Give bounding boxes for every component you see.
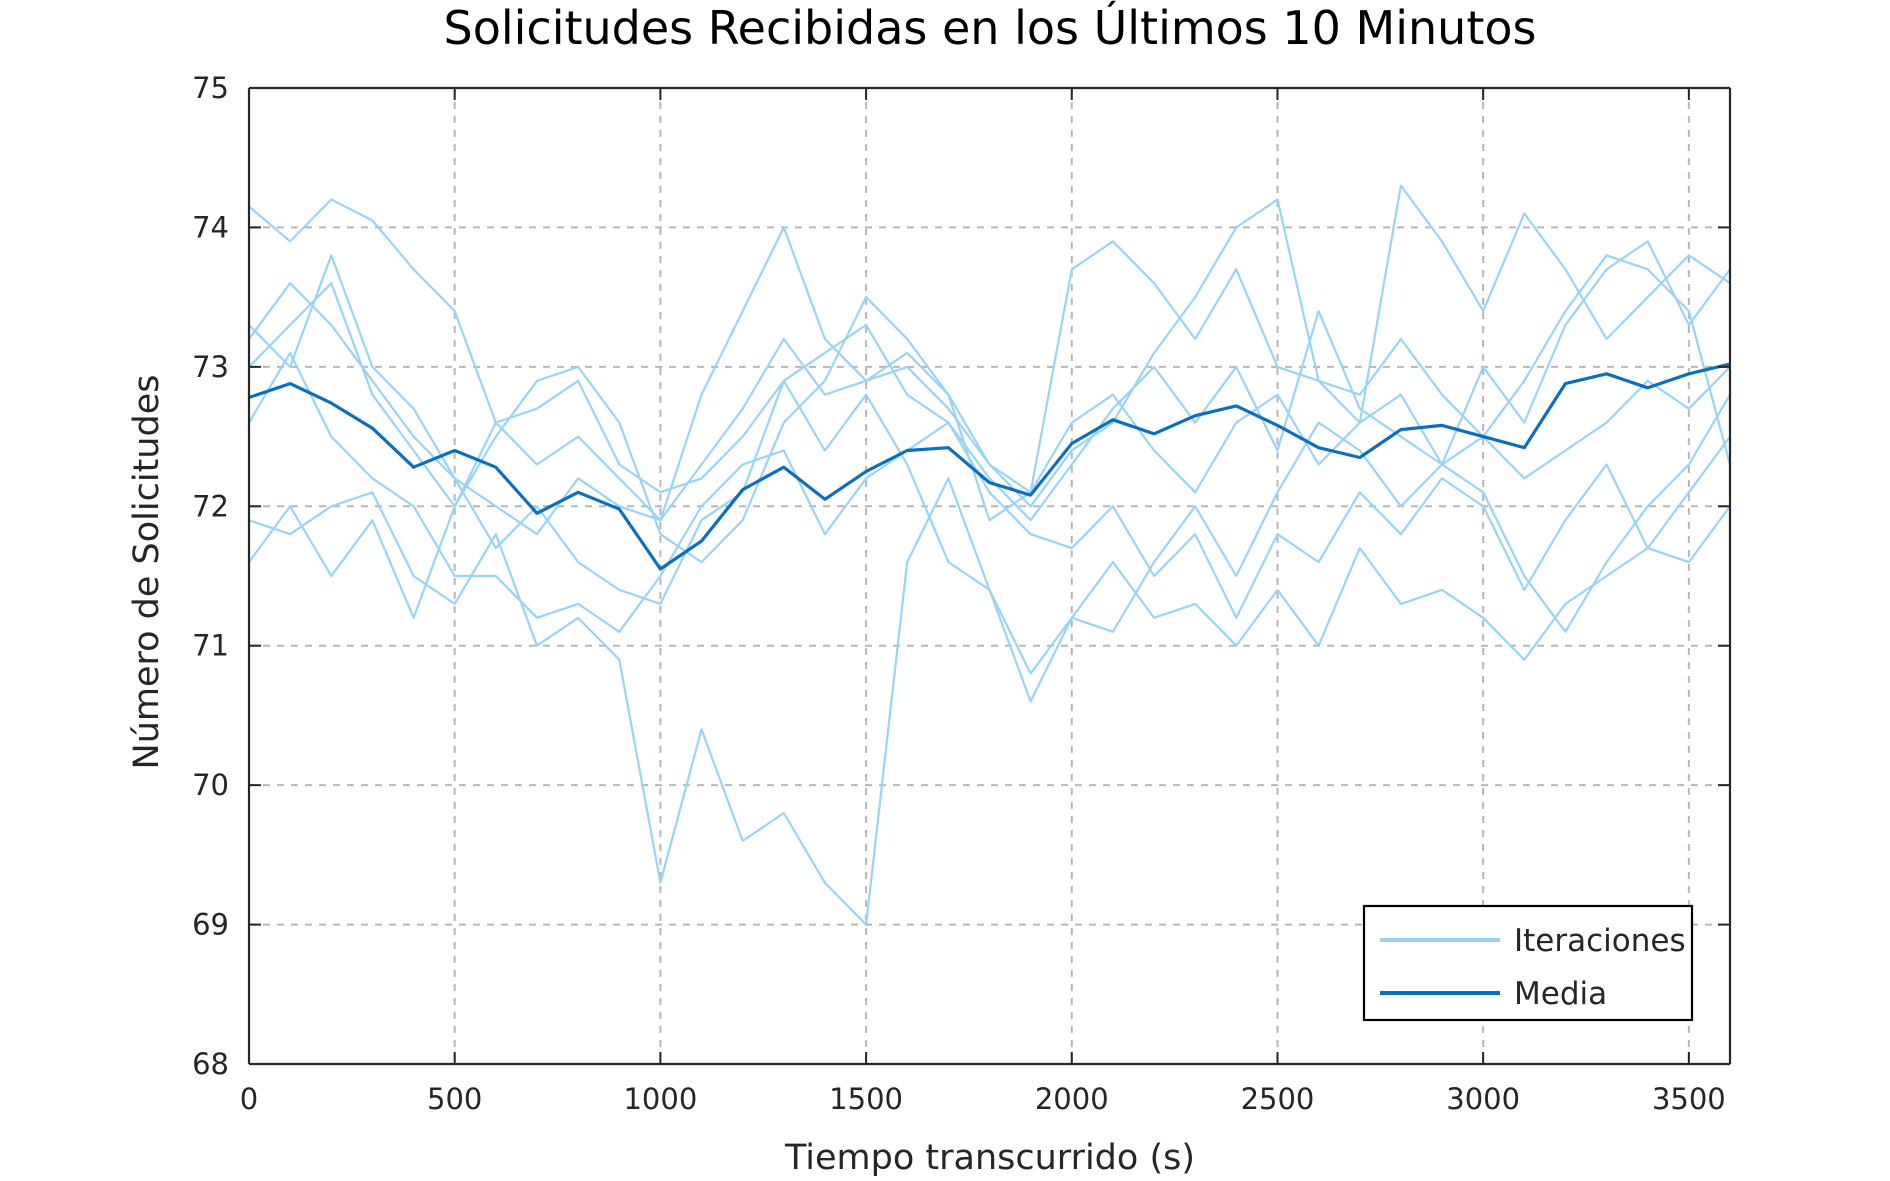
y-tick-label: 71 (192, 629, 229, 663)
legend-box (1362, 904, 1694, 1022)
legend: Iteraciones Media (1362, 904, 1694, 1022)
y-tick-label: 72 (192, 489, 229, 523)
legend-label-media: Media (1514, 976, 1607, 1012)
x-axis-label: Tiempo transcurrido (s) (784, 1138, 1195, 1178)
axes (247, 86, 1732, 1066)
series-iteration-line-3 (248, 240, 1731, 606)
x-tick-label: 1500 (829, 1082, 903, 1116)
series-iteration-line-5 (248, 477, 1731, 926)
series-layer (248, 184, 1732, 926)
x-tick-label: 1000 (623, 1082, 697, 1116)
y-tick-label: 75 (192, 71, 229, 105)
x-tick-label: 3000 (1446, 1082, 1520, 1116)
x-tick-label: 2000 (1035, 1082, 1109, 1116)
x-tick-label: 3500 (1652, 1082, 1726, 1116)
x-tick-label: 0 (240, 1082, 258, 1116)
y-axis-label: Número de Solicitudes (127, 375, 167, 770)
x-tick-label: 2500 (1241, 1082, 1315, 1116)
y-tick-label: 68 (192, 1047, 229, 1081)
series-iteration-line-4 (248, 351, 1731, 633)
y-tick-label: 70 (192, 768, 229, 802)
series-media-line (248, 362, 1731, 571)
ticks: 0 500 1000 1500 2000 2500 3000 3500 68 69 70 71 72 73… (192, 71, 1730, 1116)
y-tick-label: 73 (192, 350, 229, 384)
legend-label-iteraciones: Iteraciones (1514, 923, 1686, 959)
x-tick-label: 500 (427, 1082, 482, 1116)
series-iteration-line-1 (248, 184, 1731, 522)
series-iteration-line-6 (248, 379, 1731, 675)
chart-title: Solicitudes Recibidas en los Últimos 10 … (444, 1, 1537, 55)
y-tick-label: 69 (192, 908, 229, 942)
y-tick-label: 74 (192, 210, 229, 244)
series-iteration-line-7 (248, 282, 1731, 564)
